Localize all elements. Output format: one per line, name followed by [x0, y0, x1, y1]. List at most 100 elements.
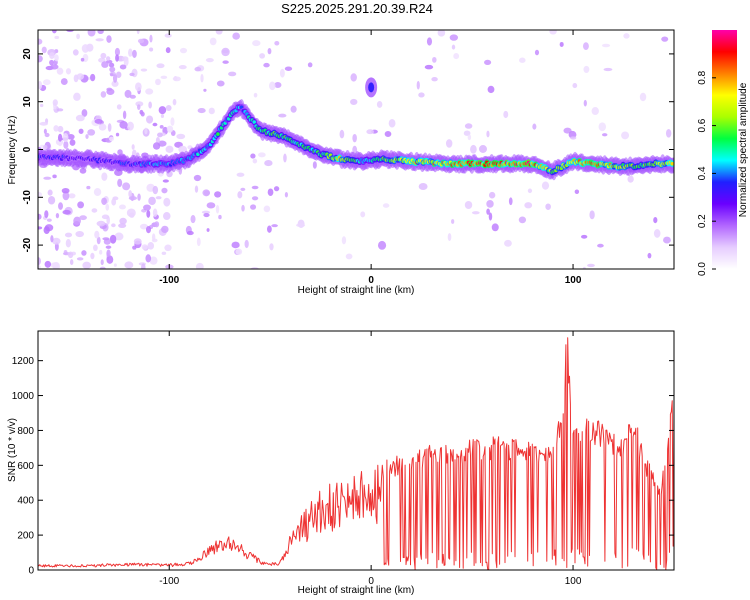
spectrogram-cell — [418, 183, 428, 191]
spectrogram-cell — [251, 185, 259, 190]
spectrogram-cell — [140, 68, 148, 72]
spectrogram-cell — [162, 179, 169, 183]
spectrogram-cell — [451, 219, 455, 224]
spectrogram-cell — [69, 259, 74, 266]
spectrogram-cell — [252, 158, 258, 164]
spectrogram-cell — [621, 131, 630, 140]
spectrogram-cell — [128, 48, 133, 57]
x-tick-label: 0 — [368, 275, 374, 286]
spectrogram-cell — [136, 30, 140, 35]
spectrogram-cell — [52, 30, 57, 34]
spectrogram-cell — [95, 38, 104, 42]
spectrogram-cell — [172, 76, 181, 82]
spectrogram-cell — [201, 210, 211, 214]
spectrogram-cell — [106, 88, 115, 95]
spectrogram-cell — [424, 64, 434, 70]
spectrogram-cell — [75, 114, 85, 122]
spectrogram-cell — [65, 239, 71, 248]
spectrogram-cell — [290, 105, 297, 113]
spectrogram-cell — [339, 129, 345, 139]
spectrogram-cell — [128, 190, 133, 198]
spectrogram-cell — [63, 140, 69, 149]
snr-series-line — [38, 337, 674, 570]
spectrogram-cell — [471, 211, 480, 215]
spectrogram-cell — [267, 47, 272, 55]
spectrogram-cell — [105, 203, 110, 211]
spectrogram-cell — [115, 54, 119, 62]
spectrogram-cell — [144, 127, 148, 135]
y-tick-label: 600 — [17, 461, 34, 472]
y-tick-label: 1200 — [12, 356, 35, 367]
spectrogram-cell — [250, 153, 256, 159]
spectrogram-cell — [241, 204, 245, 212]
spectrogram-cell — [194, 66, 202, 72]
spectrogram-cell — [96, 236, 101, 245]
snr-frame — [37, 330, 675, 571]
spectrogram-cell — [418, 92, 425, 98]
spectrogram-cell — [78, 128, 84, 134]
spectrogram-cell — [116, 104, 122, 110]
spectrogram-cell — [366, 129, 374, 135]
spectrogram-cell — [79, 167, 87, 174]
spectrogram-cell — [114, 47, 120, 57]
spectrogram-cell — [49, 59, 55, 66]
spectrogram-cell — [42, 79, 51, 86]
spectrogram-cell — [484, 59, 492, 66]
colorbar-tick-label: 0.8 — [697, 70, 708, 84]
x-tick-label: 100 — [565, 576, 582, 587]
spectrogram-cell — [141, 244, 148, 250]
spectrogram-cell — [209, 37, 217, 46]
spectrogram-cell — [222, 60, 229, 64]
spectrogram-cell — [100, 259, 104, 266]
spectrogram-cell — [73, 92, 81, 101]
spectrogram-cell — [653, 216, 658, 224]
spectrogram-cell — [90, 252, 95, 260]
spectrogram-cell — [283, 153, 287, 163]
spectrogram-cell — [216, 132, 220, 136]
spectrogram-cell — [237, 191, 243, 199]
spectrogram-cell — [250, 204, 257, 210]
spectrogram-cell — [90, 73, 96, 82]
spectrogram-cell — [152, 208, 158, 217]
spectrogram-cell — [38, 55, 43, 63]
spectrogram-cell — [271, 224, 278, 228]
spectrogram-cell — [488, 191, 496, 199]
spectrogram-cell — [591, 107, 599, 116]
spectrogram-y-axis-label: Frequency (Hz) — [7, 116, 18, 185]
spectrogram-cell — [504, 239, 512, 247]
spectrogram-cell — [101, 214, 110, 220]
colorbar-tick-label: 0.0 — [697, 262, 708, 276]
spectrogram-cell — [470, 144, 477, 154]
spectrogram-cell — [345, 253, 353, 260]
spectrogram-cell — [583, 99, 587, 107]
colorbar-tick-label: 0.2 — [697, 214, 708, 228]
spectrogram-cell — [582, 266, 586, 269]
spectrogram-cell — [151, 238, 158, 243]
spectrogram-cell — [388, 118, 396, 128]
spectrogram-cell — [155, 136, 160, 144]
spectrogram-cell — [58, 202, 64, 210]
spectrogram-cell — [426, 37, 433, 46]
spectrogram-cell — [274, 41, 280, 46]
spectrogram-cell — [117, 178, 123, 188]
spectrogram-cell — [215, 30, 223, 35]
spectrogram-cell — [140, 111, 145, 117]
spectrogram-cell — [55, 212, 60, 219]
spectrogram-cell — [341, 236, 347, 245]
spectrogram-cell — [163, 197, 171, 207]
spectrogram-cell — [106, 249, 111, 258]
spectrogram-cell — [368, 82, 375, 93]
spectrogram-cell — [449, 34, 458, 41]
spectrogram-cell — [178, 145, 187, 154]
spectrogram-cell — [350, 98, 358, 105]
spectrogram-cell — [534, 49, 540, 56]
y-tick-label: 10 — [22, 96, 33, 108]
spectrogram-cell — [81, 109, 88, 117]
spectrogram-cell — [572, 83, 578, 89]
spectrogram-cell — [122, 182, 131, 191]
spectrogram-cell — [44, 132, 50, 138]
spectrogram-cell — [109, 66, 116, 73]
spectrogram-cells — [38, 30, 674, 269]
